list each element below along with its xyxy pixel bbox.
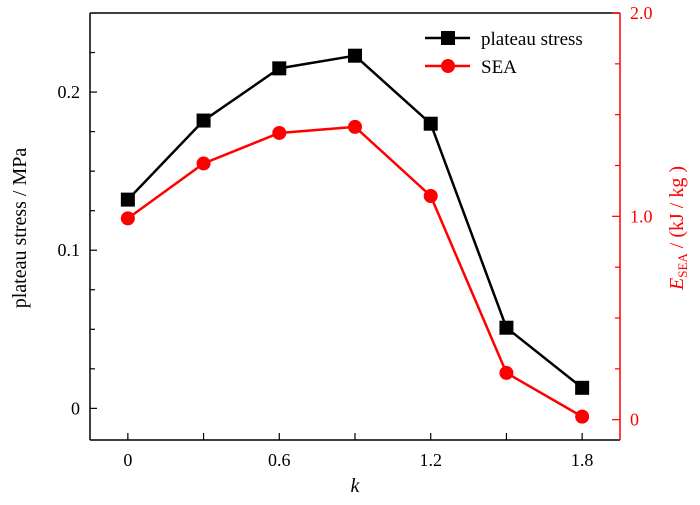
data-point-plateau-stress [348, 48, 362, 63]
y-axis-right-label: ESEA / (kJ / kg ) [666, 166, 690, 291]
series-line-sea [127, 125, 583, 418]
y-right-tick-label: 0 [630, 410, 639, 430]
x-tick-label: 1.8 [571, 450, 594, 470]
x-tick-label: 1.2 [419, 450, 442, 470]
y-left-tick-label: 0.2 [58, 82, 81, 102]
data-point-plateau-stress [499, 320, 514, 335]
data-point-plateau-stress [423, 116, 438, 131]
data-point-sea [272, 125, 287, 140]
data-point-sea [575, 409, 590, 424]
data-point-sea [120, 211, 135, 226]
y-axis-left-label: plateau stress / MPa [9, 148, 31, 309]
data-point-plateau-stress [120, 192, 135, 207]
legend-marker-circle [441, 59, 455, 73]
data-point-sea [196, 156, 211, 171]
data-point-sea [348, 119, 362, 134]
legend-marker-square [441, 31, 455, 45]
legend-label-plateau-stress: plateau stress [481, 29, 583, 50]
y-left-tick-label: 0.1 [58, 240, 81, 260]
y-right-tick-label: 2.0 [630, 3, 653, 23]
series-line-plateau-stress [126, 54, 583, 389]
data-point-sea [499, 365, 514, 380]
y-right-tick-label: 1.0 [630, 206, 653, 226]
x-tick-label: 0 [123, 450, 132, 470]
legend-label-sea: SEA [481, 57, 517, 78]
data-point-plateau-stress [272, 61, 287, 76]
y-left-tick-label: 0 [71, 398, 80, 418]
data-point-plateau-stress [575, 380, 590, 395]
legend: plateau stress SEA [425, 29, 583, 78]
data-point-plateau-stress [196, 113, 211, 128]
data-point-sea [423, 189, 438, 203]
x-axis-label: k [351, 475, 361, 497]
x-tick-label: 0.6 [268, 450, 291, 470]
